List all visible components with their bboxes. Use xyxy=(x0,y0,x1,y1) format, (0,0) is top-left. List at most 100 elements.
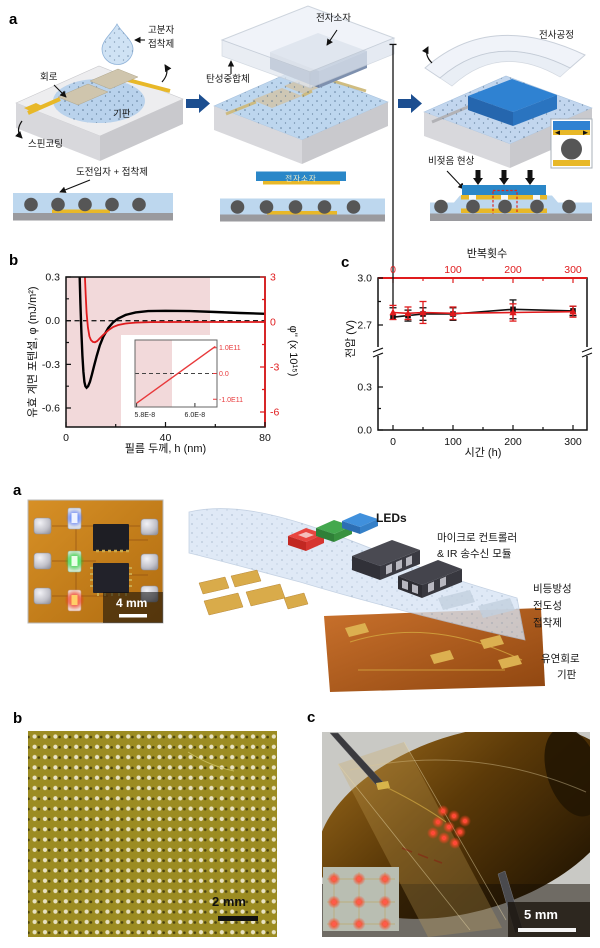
micrograph-photo xyxy=(28,731,277,937)
panel-label-c2: c xyxy=(307,709,316,726)
chart-c-ylabel: 전압 (V) xyxy=(344,320,357,358)
chart-c-tick-labels: 0 0 100 100 200 200 300 300 3.0 2.7 0.3 0.0 xyxy=(357,264,582,448)
tick-label: 200 xyxy=(504,264,522,276)
curve-left xyxy=(78,277,265,390)
green-led xyxy=(64,550,85,573)
tick-label: 0.3 xyxy=(357,382,372,394)
tick-label: 0 xyxy=(390,436,396,448)
tick-label: 80 xyxy=(259,432,271,444)
cs3-leader-arrow xyxy=(446,170,465,190)
data-point xyxy=(509,308,517,316)
spin-arrow-icon xyxy=(15,120,23,139)
chart-b: 0 40 80 0.3 0.0 -0.3 -0.6 3 0 -3 -6 1.0E11 0.0 -1.0E1… xyxy=(26,272,299,456)
tick-label: -0.6 xyxy=(42,403,60,415)
scale-label-4mm: 4 mm xyxy=(116,596,148,610)
tick-label: -3 xyxy=(270,362,279,374)
scale-label-2mm: 2 mm xyxy=(212,894,246,909)
module-label-line1: 마이크로 컨트롤러 xyxy=(437,532,518,544)
chart-c-top-xlabel: 반복횟수 xyxy=(467,247,507,260)
chart-b-tick-labels: 0 40 80 0.3 0.0 -0.3 -0.6 3 0 -3 -6 1.0E11 0.0 -1.0E1… xyxy=(42,272,280,445)
ic-chip xyxy=(90,563,132,596)
tick-label: 3 xyxy=(270,272,276,284)
tick-label: 0 xyxy=(270,317,276,329)
inset-curve xyxy=(136,345,216,404)
tick-label: 300 xyxy=(564,436,582,448)
red-led xyxy=(64,589,85,612)
press-arrow-icon xyxy=(499,170,509,185)
scale-overlay xyxy=(103,592,163,623)
panel-label-c: c xyxy=(341,254,350,271)
tick-label: 0 xyxy=(390,264,396,276)
droplet-label-line1: 고분자 xyxy=(148,25,175,36)
gold-pads xyxy=(198,569,309,616)
tick-label: 0.0 xyxy=(357,425,372,437)
press-arrow-icon xyxy=(525,170,535,185)
press-arrow-icon xyxy=(473,170,483,185)
tick-label: 6.0E-8 xyxy=(185,412,206,419)
tick-label: 100 xyxy=(444,264,462,276)
mcu-module xyxy=(352,540,462,598)
module-label-line2: & IR 송수신 모듈 xyxy=(437,548,512,560)
particle-inset-box xyxy=(550,118,593,169)
tick-label: 300 xyxy=(564,264,582,276)
transfer-label: 전사공정 xyxy=(539,30,574,41)
chart-c-data xyxy=(389,43,577,325)
peel-arrow-icon xyxy=(421,46,433,64)
circuit-leader-arrow xyxy=(53,84,67,98)
data-point xyxy=(449,309,457,317)
tick-label: 100 xyxy=(444,436,462,448)
tick-label: 0.3 xyxy=(45,272,60,284)
chart-c-xlabel: 시간 (h) xyxy=(465,446,502,459)
led-dot-array xyxy=(427,805,471,849)
series-line xyxy=(392,310,574,315)
tick-label: -6 xyxy=(270,407,279,419)
ic-chip xyxy=(93,524,129,553)
flexible-film xyxy=(338,742,502,937)
dewetting-label: 비젖음 현상 xyxy=(428,156,475,167)
tick-label: 1.0E11 xyxy=(219,345,241,352)
substrate-label-line2: 기판 xyxy=(557,669,577,681)
tick-label: -1.0E11 xyxy=(219,397,243,404)
spin-coating-label: 스핀코팅 xyxy=(28,139,63,150)
process-step-1 xyxy=(15,23,184,161)
blue-led-block xyxy=(342,513,378,534)
process-arrow-icon xyxy=(186,94,210,113)
substrate-label-line1: 유연회로 xyxy=(541,653,580,665)
led-array-inset xyxy=(323,867,399,931)
circuit-label: 회로 xyxy=(40,72,58,83)
data-point xyxy=(389,308,397,316)
chart-b-curves xyxy=(78,277,265,390)
cross-section-2 xyxy=(220,171,385,222)
tick-label: 3.0 xyxy=(357,273,372,285)
scale-bar-2mm xyxy=(218,916,258,921)
spin-arrow-icon xyxy=(161,64,172,83)
adhesive-label-line2: 전도성 xyxy=(533,600,562,612)
blue-led xyxy=(65,507,84,530)
tick-label: 40 xyxy=(160,432,172,444)
panel-label-b2: b xyxy=(13,710,23,727)
panel-label-a2: a xyxy=(13,482,22,499)
cs1-leader-arrow xyxy=(59,179,91,193)
scale-label-5mm: 5 mm xyxy=(524,907,558,922)
cross-section1-label: 도전입자 + 접착제 xyxy=(76,167,149,178)
transferred-device xyxy=(468,79,557,112)
process-step-2 xyxy=(213,5,396,164)
data-point xyxy=(404,309,412,317)
scale-bar-5mm xyxy=(518,928,576,932)
cross-section-3 xyxy=(430,170,592,221)
elastomer-label: 탄성중합체 xyxy=(206,74,250,85)
data-point xyxy=(419,308,427,316)
chart-b-ylabel-left: 유효 계면 포텐셜, φ (mJ/m²) xyxy=(26,286,39,417)
demo-photo xyxy=(322,732,590,937)
process-step-3 xyxy=(421,34,593,169)
chart-b-ylabel-right: φ'' (x 10¹⁵) xyxy=(287,326,299,377)
circuit-chip xyxy=(57,83,109,106)
pcb-photo xyxy=(27,499,164,624)
curve-right xyxy=(84,277,265,344)
cross-section2-bar-label: 전자소자 xyxy=(285,173,317,183)
chart-b-xlabel: 필름 두께, h (nm) xyxy=(125,442,206,455)
panel-label-b: b xyxy=(9,252,19,269)
